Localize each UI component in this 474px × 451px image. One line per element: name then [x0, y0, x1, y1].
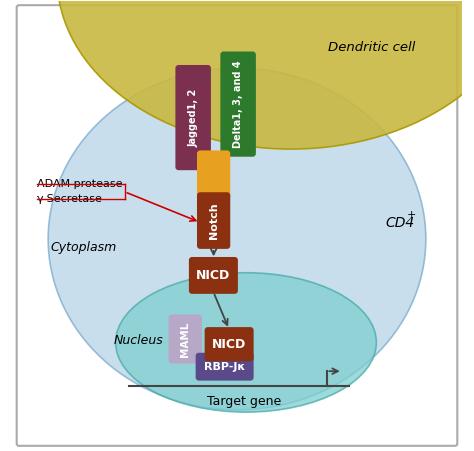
Text: NICD: NICD — [212, 338, 246, 351]
FancyBboxPatch shape — [169, 314, 202, 364]
FancyBboxPatch shape — [196, 353, 254, 381]
FancyBboxPatch shape — [197, 192, 230, 249]
Ellipse shape — [116, 273, 376, 412]
FancyBboxPatch shape — [197, 151, 230, 199]
Text: Target gene: Target gene — [207, 395, 281, 408]
Ellipse shape — [57, 0, 474, 149]
FancyBboxPatch shape — [189, 257, 238, 294]
Text: +: + — [407, 210, 416, 220]
Text: Notch: Notch — [209, 202, 219, 239]
Text: Jagged1, 2: Jagged1, 2 — [188, 88, 198, 147]
FancyBboxPatch shape — [205, 327, 254, 361]
Text: NICD: NICD — [196, 269, 230, 282]
FancyBboxPatch shape — [175, 65, 211, 170]
Text: Nucleus: Nucleus — [113, 334, 163, 347]
Text: Delta1, 3, and 4: Delta1, 3, and 4 — [233, 60, 243, 148]
Text: CD4: CD4 — [385, 216, 415, 230]
Text: Dendritic cell: Dendritic cell — [328, 41, 416, 55]
Text: RBP-Jκ: RBP-Jκ — [204, 362, 245, 372]
Text: ADAM protease
γ-Secretase: ADAM protease γ-Secretase — [37, 179, 122, 204]
Ellipse shape — [48, 68, 426, 410]
Text: Cytoplasm: Cytoplasm — [50, 241, 117, 254]
FancyBboxPatch shape — [17, 5, 457, 446]
FancyBboxPatch shape — [220, 51, 256, 156]
Text: MAML: MAML — [180, 322, 190, 357]
